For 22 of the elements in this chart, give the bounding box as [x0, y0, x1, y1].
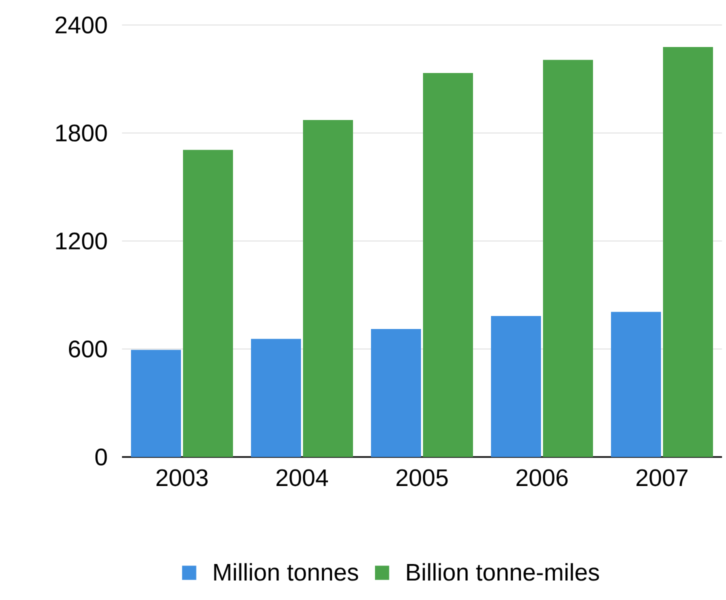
bar [131, 350, 181, 457]
y-tick-label: 600 [68, 340, 107, 358]
x-tick-label: 2006 [516, 469, 568, 486]
bar [303, 120, 354, 457]
bar [611, 312, 662, 457]
y-tick-label: 1800 [56, 124, 107, 142]
y-tick-label: 0 [95, 448, 107, 466]
bar [371, 329, 422, 457]
legend-label: Billion tonne-miles [407, 563, 599, 581]
y-tick-label: 2400 [56, 16, 107, 34]
y-tick-label: 1200 [56, 232, 107, 250]
bar [491, 316, 542, 457]
x-tick-label: 2005 [396, 469, 448, 486]
bar [183, 150, 233, 457]
bar [543, 60, 594, 457]
legend-label: Million tonnes [214, 563, 358, 581]
bar [423, 73, 474, 457]
bar [663, 46, 714, 457]
x-tick-label: 2004 [276, 469, 328, 486]
bar [251, 338, 302, 457]
x-tick-label: 2003 [156, 469, 208, 486]
x-tick-label: 2007 [636, 469, 688, 486]
